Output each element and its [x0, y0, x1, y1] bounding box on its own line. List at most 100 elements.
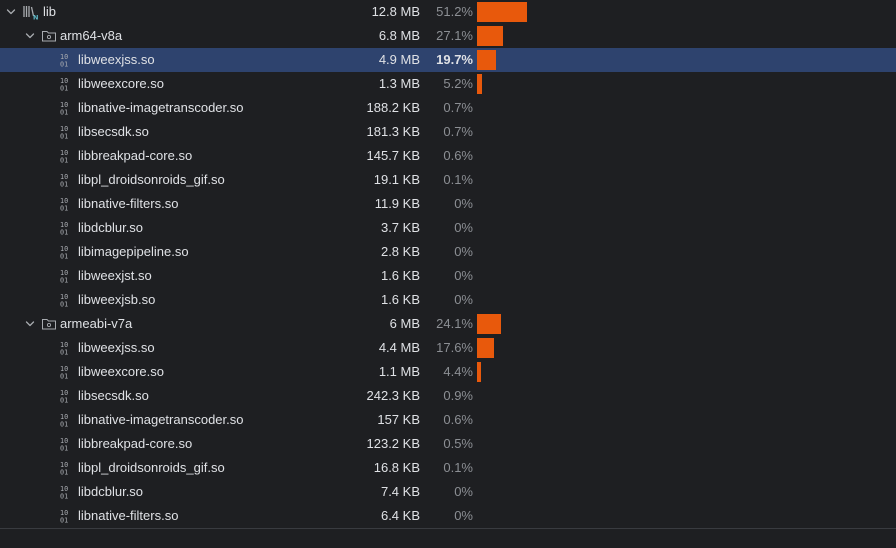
item-percentage: 0.6%: [443, 412, 473, 427]
item-size: 1.3 MB: [378, 76, 420, 91]
svg-text:01: 01: [60, 109, 68, 117]
item-percentage: 0.1%: [443, 460, 473, 475]
item-name: libweexjss.so: [78, 340, 155, 355]
svg-text:01: 01: [60, 277, 68, 285]
item-name: libweexjsb.so: [78, 292, 156, 307]
item-name: libpl_droidsonroids_gif.so: [78, 172, 225, 187]
item-percentage: 0%: [454, 196, 473, 211]
item-percentage: 0.7%: [443, 124, 473, 139]
svg-text:01: 01: [60, 445, 68, 453]
file-row[interactable]: 10 01 libdcblur.so 7.4 KB 0%: [0, 480, 896, 504]
item-size: 157 KB: [377, 412, 420, 427]
folder-row[interactable]: arm64-v8a 6.8 MB 27.1%: [0, 24, 896, 48]
file-row[interactable]: 10 01 libweexcore.so 1.1 MB 4.4%: [0, 360, 896, 384]
svg-text:10: 10: [60, 53, 68, 61]
chevron-down-icon[interactable]: [24, 318, 36, 330]
item-size: 2.8 KB: [380, 244, 420, 259]
file-row[interactable]: 10 01 libnative-filters.so 6.4 KB 0%: [0, 504, 896, 528]
svg-text:10: 10: [60, 149, 68, 157]
chevron-down-icon[interactable]: [5, 6, 17, 18]
item-size: 242.3 KB: [366, 388, 421, 403]
folder-row[interactable]: armeabi-v7a 6 MB 24.1%: [0, 312, 896, 336]
file-row[interactable]: 10 01 libweexjss.so 4.9 MB 19.7%: [0, 48, 896, 72]
svg-text:01: 01: [60, 253, 68, 261]
file-row[interactable]: 10 01 libweexcore.so 1.3 MB 5.2%: [0, 72, 896, 96]
file-row[interactable]: 10 01 libbreakpad-core.so 145.7 KB 0.6%: [0, 144, 896, 168]
item-size: 12.8 MB: [371, 4, 420, 19]
item-name: arm64-v8a: [60, 28, 123, 43]
item-size: 6 MB: [389, 316, 420, 331]
folder-icon: [42, 319, 56, 330]
item-name: libnative-imagetranscoder.so: [78, 100, 244, 115]
file-row[interactable]: 10 01 libnative-imagetranscoder.so 157 KB 0.…: [0, 408, 896, 432]
item-percentage: 27.1%: [436, 28, 473, 43]
item-percentage: 0%: [454, 244, 473, 259]
svg-text:10: 10: [60, 461, 68, 469]
svg-text:01: 01: [60, 349, 68, 357]
item-name: libbreakpad-core.so: [78, 436, 193, 451]
item-percentage: 0%: [454, 268, 473, 283]
file-row[interactable]: 10 01 libpl_droidsonroids_gif.so 16.8 KB 0.1…: [0, 456, 896, 480]
svg-text:10: 10: [60, 509, 68, 517]
folder-icon: [42, 31, 56, 42]
file-row[interactable]: 10 01 libsecsdk.so 181.3 KB 0.7%: [0, 120, 896, 144]
item-percentage: 0.6%: [443, 148, 473, 163]
svg-text:10: 10: [60, 197, 68, 205]
file-row[interactable]: 10 01 libpl_droidsonroids_gif.so 19.1 KB 0.1…: [0, 168, 896, 192]
item-percentage: 0%: [454, 484, 473, 499]
size-bar: [477, 74, 482, 94]
svg-text:01: 01: [60, 157, 68, 165]
item-size: 16.8 KB: [373, 460, 420, 475]
item-size: 181.3 KB: [366, 124, 421, 139]
item-name: libimagepipeline.so: [78, 244, 189, 259]
svg-text:10: 10: [60, 221, 68, 229]
file-row[interactable]: 10 01 libnative-filters.so 11.9 KB 0%: [0, 192, 896, 216]
file-row[interactable]: 10 01 libweexjsb.so 1.6 KB 0%: [0, 288, 896, 312]
svg-text:10: 10: [60, 293, 68, 301]
size-bar: [477, 26, 503, 46]
svg-text:01: 01: [60, 85, 68, 93]
chevron-down-icon[interactable]: [24, 30, 36, 42]
size-bar: [477, 314, 501, 334]
item-percentage: 0%: [454, 292, 473, 307]
item-name: lib: [43, 4, 57, 19]
file-row[interactable]: 10 01 libweexjss.so 4.4 MB 17.6%: [0, 336, 896, 360]
item-percentage: 0.5%: [443, 436, 473, 451]
size-bar: [477, 338, 494, 358]
file-row[interactable]: 10 01 libbreakpad-core.so 123.2 KB 0.5%: [0, 432, 896, 456]
file-row[interactable]: 10 01 libsecsdk.so 242.3 KB 0.9%: [0, 384, 896, 408]
item-percentage: 24.1%: [436, 316, 473, 331]
file-row[interactable]: 10 01 libnative-imagetranscoder.so 188.2 KB…: [0, 96, 896, 120]
item-name: libweexcore.so: [78, 364, 164, 379]
svg-text:10: 10: [60, 269, 68, 277]
svg-text:10: 10: [60, 485, 68, 493]
item-size: 1.6 KB: [380, 292, 420, 307]
svg-text:10: 10: [60, 389, 68, 397]
file-row[interactable]: 10 01 libimagepipeline.so 2.8 KB 0%: [0, 240, 896, 264]
item-percentage: 19.7%: [436, 52, 473, 67]
svg-text:01: 01: [60, 181, 68, 189]
item-size: 3.7 KB: [380, 220, 420, 235]
item-size: 188.2 KB: [366, 100, 421, 115]
item-name: libdcblur.so: [78, 484, 144, 499]
item-size: 145.7 KB: [366, 148, 421, 163]
svg-text:10: 10: [60, 101, 68, 109]
svg-text:01: 01: [60, 517, 68, 525]
file-row[interactable]: 10 01 libweexjst.so 1.6 KB 0%: [0, 264, 896, 288]
file-row[interactable]: 10 01 libdcblur.so 3.7 KB 0%: [0, 216, 896, 240]
svg-text:10: 10: [60, 365, 68, 373]
item-percentage: 0.7%: [443, 100, 473, 115]
svg-text:10: 10: [60, 77, 68, 85]
